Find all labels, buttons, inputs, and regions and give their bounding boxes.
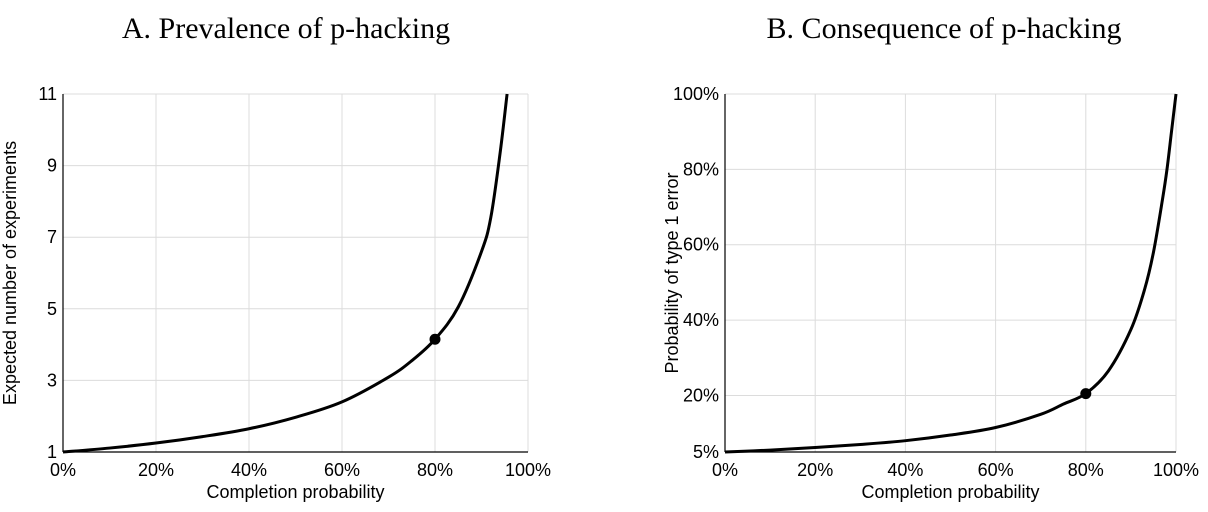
x-tick-label: 60% [978,460,1014,480]
y-tick-label: 3 [47,370,57,390]
y-tick-label: 9 [47,156,57,176]
y-tick-label: 20% [683,385,719,405]
chart-title: A. Prevalence of p-hacking [122,12,450,45]
gridlines [724,93,1177,452]
y-axis-label: Expected number of experiments [0,141,20,405]
highlight-marker [429,333,441,345]
y-tick-label: 80% [683,159,719,179]
y-tick-label: 100% [673,84,719,104]
x-tick-label: 40% [231,460,267,480]
x-tick-label: 0% [712,460,738,480]
series-line [724,93,1178,454]
x-tick-label: 40% [887,460,923,480]
y-tick-label: 11 [38,84,57,104]
x-tick-label: 0% [50,460,76,480]
y-tick-label: 7 [47,227,57,247]
x-tick-label: 20% [797,460,833,480]
highlight-marker [1080,388,1092,400]
gridlines [62,93,529,453]
y-tick-label: 5% [693,442,719,462]
panel-b: B. Consequence of p-hacking 0% 20% 40% 60% 8… [662,12,1199,502]
chart-title: B. Consequence of p-hacking [767,12,1122,45]
x-tick-labels: 0% 20% 40% 60% 80% 100% [712,460,1199,480]
x-tick-label: 60% [324,460,360,480]
y-tick-label: 40% [683,310,719,330]
x-tick-label: 100% [1153,460,1199,480]
x-tick-label: 100% [505,460,551,480]
x-axis-label: Completion probability [861,482,1039,502]
x-tick-label: 20% [138,460,174,480]
x-axis-label: Completion probability [206,482,384,502]
y-tick-labels: 1 3 5 7 9 11 [38,84,57,462]
y-axis-label: Probability of type 1 error [662,172,682,373]
y-tick-label: 5 [47,299,57,319]
y-tick-labels: 5% 20% 40% 60% 80% 100% [673,84,719,462]
panel-a: A. Prevalence of p-hacking 0% 20% 40% 60% 80… [0,12,551,502]
series-line [62,93,509,454]
x-tick-label: 80% [1068,460,1104,480]
x-tick-labels: 0% 20% 40% 60% 80% 100% [50,460,551,480]
y-tick-label: 60% [683,235,719,255]
y-tick-label: 1 [47,442,57,462]
x-tick-label: 80% [417,460,453,480]
